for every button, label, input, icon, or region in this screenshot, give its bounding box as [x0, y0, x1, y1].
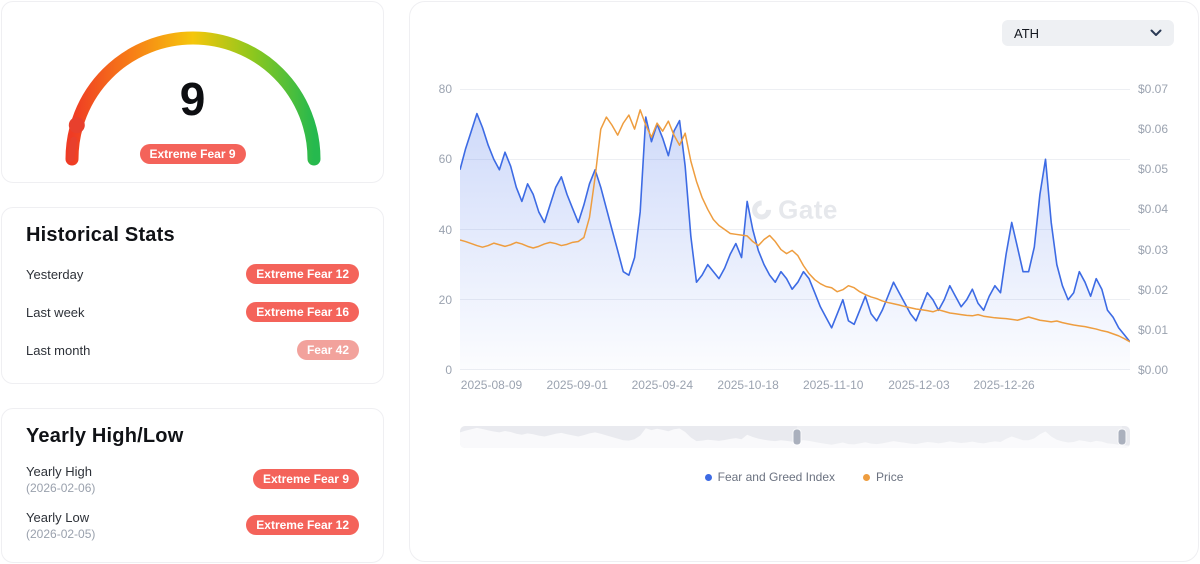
legend-label: Price — [876, 470, 904, 484]
status-badge: Extreme Fear 16 — [246, 302, 359, 322]
scrubber-handle-left[interactable] — [793, 429, 801, 445]
chevron-down-icon — [1150, 29, 1162, 36]
stat-date: (2026-02-05) — [26, 526, 96, 541]
legend-dot-orange-icon — [863, 473, 871, 481]
sidebar: 9 Extreme Fear 9 Historical Stats Yester… — [1, 1, 384, 563]
scrubber-window[interactable] — [797, 426, 1122, 448]
y-axis-left-label: 0 — [445, 363, 452, 377]
stat-row-yearly-low: Yearly Low (2026-02-05) Extreme Fear 12 — [26, 502, 359, 548]
gauge-needle-icon — [68, 117, 85, 134]
gauge: 9 Extreme Fear 9 — [61, 20, 325, 170]
status-badge: Fear 42 — [296, 340, 359, 360]
stat-row-yearly-high: Yearly High (2026-02-06) Extreme Fear 9 — [26, 456, 359, 502]
x-axis-label: 2025-09-01 — [546, 378, 608, 392]
dropdown-value: ATH — [1014, 25, 1040, 41]
chart-range-scrubber[interactable] — [460, 426, 1130, 448]
y-axis-left-label: 60 — [438, 152, 452, 167]
chart-panel: ATH 80 60 40 20 0 Gate $0.07 $0.06 $0.05 $0.04 $… — [409, 1, 1199, 562]
yearly-high-low-card: Yearly High/Low Yearly High (2026-02-06)… — [1, 408, 384, 563]
historical-stats-title: Historical Stats — [26, 224, 175, 246]
stat-date: (2026-02-06) — [26, 480, 96, 495]
gauge-arc — [65, 31, 320, 166]
x-axis-label: 2025-08-09 — [460, 378, 523, 392]
stat-label: Yearly Low — [26, 509, 90, 525]
yearly-title: Yearly High/Low — [26, 425, 184, 447]
scrubber-handle-right[interactable] — [1118, 429, 1126, 445]
y-axis-right: $0.07 $0.06 $0.05 $0.04 $0.03 $0.02 $0.01 $0.00 — [1130, 82, 1174, 377]
y-axis-left-label: 80 — [438, 82, 452, 96]
y-axis-right-label: $0.01 — [1138, 322, 1169, 337]
stat-row-last-month: Last month Fear 42 — [26, 331, 359, 369]
scrubber-waveform — [460, 427, 1130, 448]
legend-label: Fear and Greed Index — [717, 470, 836, 484]
legend-item-price[interactable]: Price — [863, 470, 903, 484]
y-axis-left-label: 40 — [438, 222, 452, 237]
y-axis-right-label: $0.05 — [1138, 162, 1169, 177]
stat-label: Last month — [26, 342, 91, 358]
chart-area: 80 60 40 20 0 Gate $0.07 $0.06 $0.05 $0.04 $0.03… — [434, 82, 1174, 377]
y-axis-right-label: $0.04 — [1138, 202, 1169, 217]
stat-row-yesterday: Yesterday Extreme Fear 12 — [26, 255, 359, 293]
stat-label: Yearly High — [26, 463, 93, 479]
status-badge: Extreme Fear 9 — [252, 469, 359, 489]
historical-stats-card: Historical Stats Yesterday Extreme Fear … — [1, 207, 384, 384]
timeframe-dropdown[interactable]: ATH — [1002, 20, 1174, 46]
x-axis: 2025-08-09 2025-09-01 2025-09-24 2025-10-18… — [460, 378, 1130, 394]
y-axis-right-label: $0.03 — [1138, 242, 1169, 257]
stat-label-group: Yearly Low (2026-02-05) — [26, 510, 95, 541]
panel-toolbar: ATH — [434, 20, 1174, 46]
chart-plot[interactable]: Gate — [460, 89, 1130, 370]
y-axis-left: 80 60 40 20 0 — [434, 82, 460, 377]
stat-row-last-week: Last week Extreme Fear 16 — [26, 293, 359, 331]
legend-dot-blue-icon — [704, 473, 712, 481]
x-axis-label: 2025-09-24 — [631, 378, 694, 392]
y-axis-left-label: 20 — [438, 292, 452, 307]
status-badge: Extreme Fear 12 — [246, 515, 359, 535]
x-axis-label: 2025-12-26 — [973, 378, 1035, 392]
status-badge: Extreme Fear 12 — [246, 264, 359, 284]
y-axis-right-label: $0.07 — [1138, 82, 1169, 96]
y-axis-right-label: $0.00 — [1138, 363, 1169, 377]
gauge-status-badge: Extreme Fear 9 — [139, 144, 246, 164]
x-axis-label: 2025-12-03 — [888, 378, 950, 392]
y-axis-right-label: $0.02 — [1138, 282, 1169, 297]
fear-greed-gauge-card: 9 Extreme Fear 9 — [1, 1, 384, 183]
chart-legend: Fear and Greed Index Price — [434, 470, 1174, 484]
stat-label-group: Yearly High (2026-02-06) — [26, 464, 95, 495]
x-axis-label: 2025-11-10 — [802, 378, 864, 392]
gauge-value: 9 — [179, 73, 206, 125]
y-axis-right-label: $0.06 — [1138, 122, 1169, 137]
x-axis-label: 2025-10-18 — [717, 378, 779, 392]
stat-label: Last week — [26, 304, 85, 320]
gauge-needle-tail-icon — [66, 136, 77, 162]
legend-item-fear-greed[interactable]: Fear and Greed Index — [704, 470, 836, 484]
stat-label: Yesterday — [26, 266, 84, 282]
